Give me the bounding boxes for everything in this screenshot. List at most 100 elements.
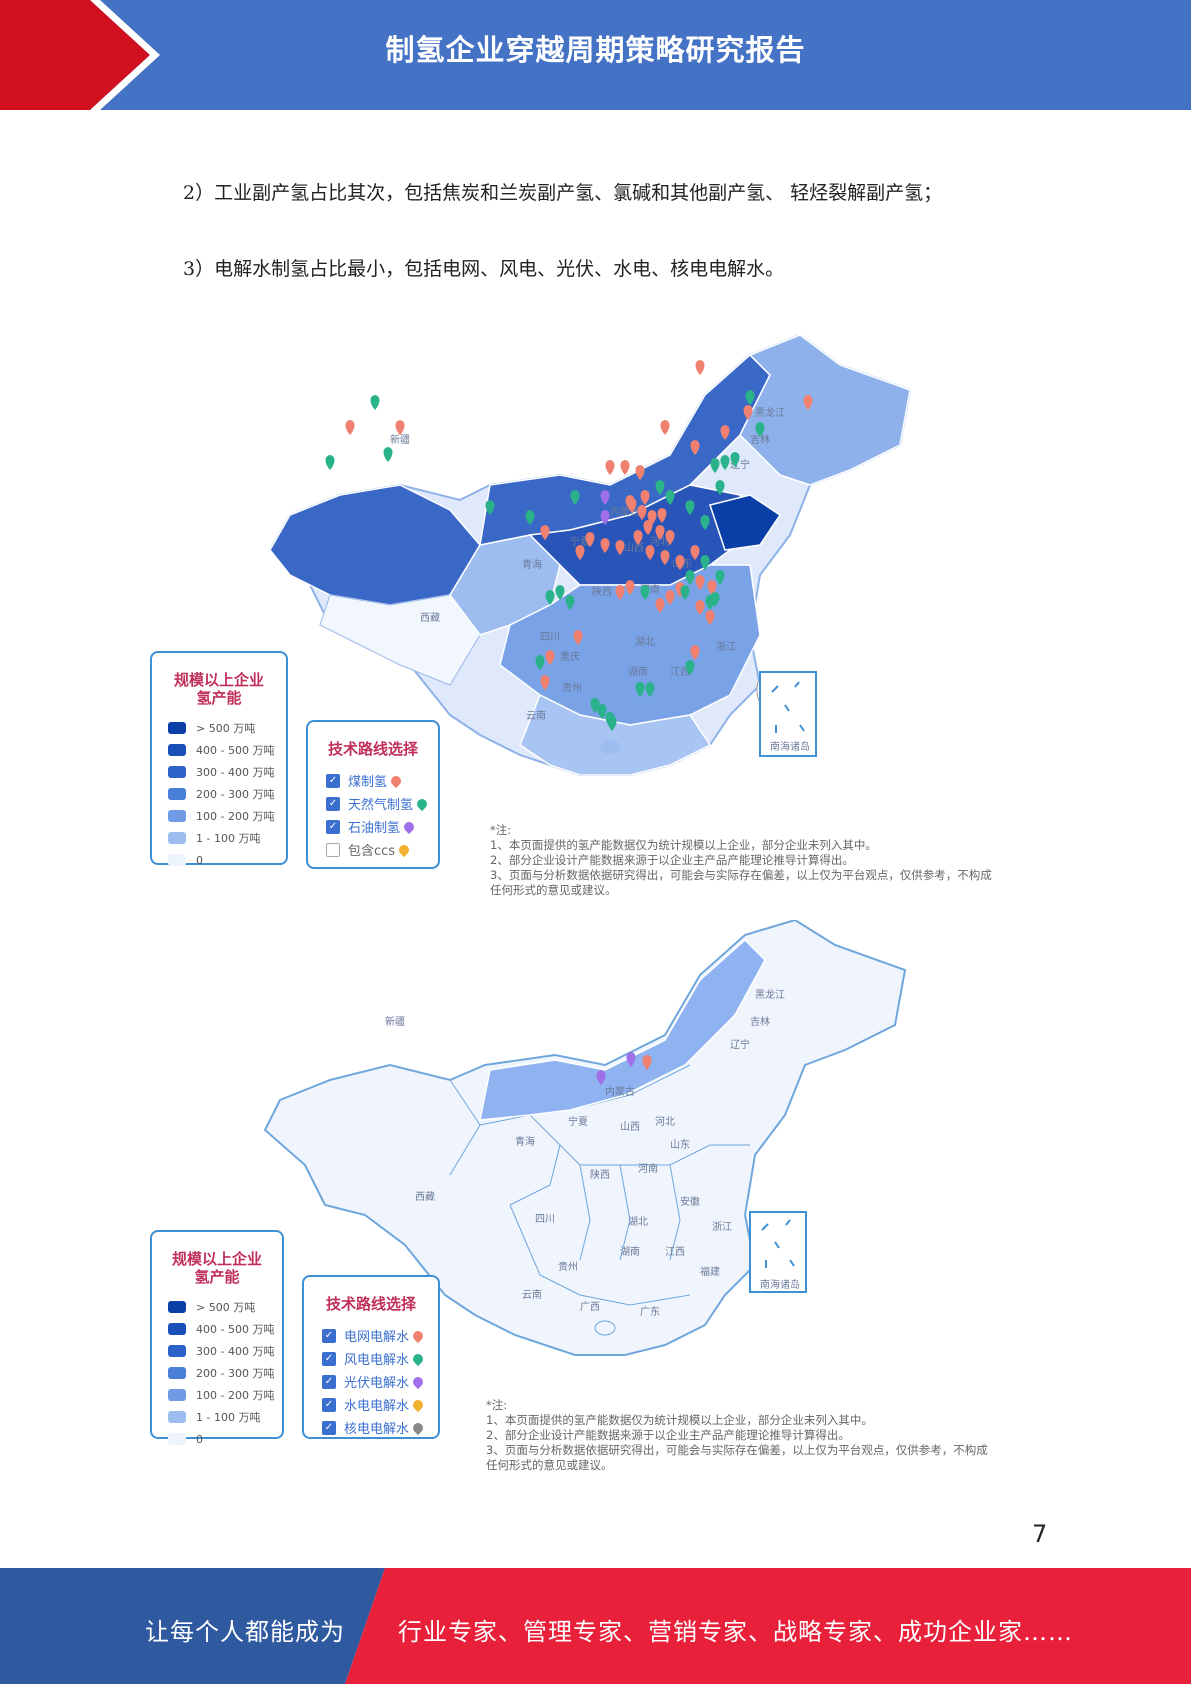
map-pin-icon	[410, 1397, 426, 1412]
checkbox-icon[interactable]: ✓	[322, 1397, 336, 1412]
map2-tech-option[interactable]: ✓ 水电电解水	[304, 1393, 438, 1416]
notes-line-4: 任何形式的意见或建议。	[486, 1458, 613, 1472]
map-marker-icon	[615, 585, 625, 600]
map-marker-icon	[680, 585, 690, 600]
map2-capacity-legend: 规模以上企业 氢产能 > 500 万吨 400 - 500 万吨 300 - 400…	[150, 1230, 284, 1446]
map-marker-icon	[626, 1052, 636, 1067]
map2-label-heilongjiang: 黑龙江	[755, 988, 785, 1001]
map-marker-icon	[695, 360, 705, 375]
map-marker-icon	[685, 500, 695, 515]
legend-swatch	[168, 854, 186, 866]
map-marker-icon	[640, 585, 650, 600]
map-marker-icon	[685, 660, 695, 675]
map-marker-icon	[665, 530, 675, 545]
legend-title-line1: 规模以上企业	[173, 671, 264, 689]
legend-swatch	[168, 1367, 186, 1379]
map-marker-icon	[545, 650, 555, 665]
map-marker-icon	[615, 540, 625, 555]
map2-tech-option[interactable]: ✓ 风电电解水	[304, 1347, 438, 1370]
legend-swatch	[168, 744, 186, 756]
notes-line-2: 2、部分企业设计产能数据来源于以企业主产品产能理论推导计算得出。	[490, 853, 854, 867]
map2-label-guangdong: 广东	[640, 1305, 660, 1318]
legend-swatch	[168, 1301, 186, 1313]
map-pin-icon	[388, 773, 404, 788]
checkbox-icon[interactable]: ✓	[326, 842, 340, 857]
map-marker-icon	[803, 395, 813, 410]
map2-label-jiangxi: 江西	[665, 1246, 685, 1258]
china-map-1: 南海诸岛 新疆 西藏 青海 宁夏 内蒙古 山西 陕西 河南 山东 河北 吉林 辽…	[268, 335, 912, 776]
map-electrolysis-hydrogen-capacity: 南海诸岛 新疆 西藏 青海 宁夏 内蒙古 山西 河北 陕西 河南 山东 辽宁 吉…	[150, 920, 1050, 1472]
map2-pins	[596, 1052, 652, 1085]
map1-pins	[325, 360, 813, 731]
map1-tech-option-label: 石油制氢	[348, 821, 401, 836]
report-title: 制氢企业穿越周期策略研究报告	[385, 33, 806, 67]
checkbox-icon[interactable]: ✓	[326, 819, 340, 834]
map1-tech-option-label: 包含ccs	[348, 844, 396, 859]
map2-label-guizhou: 贵州	[558, 1260, 578, 1273]
map-marker-icon	[540, 525, 550, 540]
map2-label-zhejiang: 浙江	[712, 1221, 732, 1233]
map2-label-qinghai: 青海	[515, 1135, 535, 1148]
legend-scale-label: 300 - 400 万吨	[196, 766, 275, 779]
legend-scale-row: 400 - 500 万吨	[152, 1318, 282, 1340]
legend-scale-row: 200 - 300 万吨	[152, 783, 286, 805]
notes-line-3: 3、页面与分析数据依据研究得出，可能会与实际存在偏差，以上仅为平台观点，仅供参考…	[486, 1443, 988, 1457]
map-marker-icon	[700, 555, 710, 570]
legend-swatch	[168, 1433, 186, 1445]
map1-label-hubei: 湖北	[635, 636, 655, 648]
map-marker-icon	[605, 460, 615, 475]
map-marker-icon	[370, 395, 380, 410]
map-marker-icon	[540, 675, 550, 690]
map2-label-shaanxi: 陕西	[590, 1168, 610, 1181]
map-marker-icon	[565, 595, 575, 610]
map-marker-icon	[570, 490, 580, 505]
checkbox-icon[interactable]: ✓	[322, 1328, 336, 1343]
map2-tech-options: ✓ 电网电解水 ✓ 风电电解水 ✓ 光伏电解水 ✓ 水电电解水 ✓ 核电电解水	[304, 1324, 438, 1439]
checkbox-icon[interactable]: ✓	[326, 773, 340, 788]
notes-heading: *注:	[490, 823, 512, 837]
legend-scale-row: 0	[152, 849, 286, 871]
checkbox-icon[interactable]: ✓	[322, 1374, 336, 1389]
map-fossil-hydrogen-capacity: 南海诸岛 新疆 西藏 青海 宁夏 内蒙古 山西 陕西 河南 山东 河北 吉林 辽…	[150, 335, 1050, 900]
map1-tech-option[interactable]: ✓ 石油制氢	[308, 815, 438, 838]
map-marker-icon	[596, 1070, 606, 1085]
map1-tech-option[interactable]: ✓ 天然气制氢	[308, 792, 438, 815]
map2-tech-option[interactable]: ✓ 光伏电解水	[304, 1370, 438, 1393]
legend-scale-label: 400 - 500 万吨	[196, 1323, 275, 1336]
map1-label-jilin: 吉林	[750, 433, 770, 446]
map-marker-icon	[625, 580, 635, 595]
map-marker-icon	[700, 515, 710, 530]
map1-tech-option[interactable]: ✓ 包含ccs	[308, 838, 438, 861]
map-marker-icon	[545, 590, 555, 605]
map1-tech-options: ✓ 煤制氢 ✓ 天然气制氢 ✓ 石油制氢 ✓ 包含ccs	[308, 769, 438, 861]
map1-tech-title: 技术路线选择	[327, 740, 418, 758]
map-marker-icon	[597, 704, 607, 719]
map-marker-icon	[607, 716, 617, 731]
map-marker-icon	[633, 530, 643, 545]
map-marker-icon	[573, 630, 583, 645]
map2-label-neimenggu: 内蒙古	[605, 1085, 635, 1098]
map-marker-icon	[675, 555, 685, 570]
map1-scale-rows: > 500 万吨 400 - 500 万吨 300 - 400 万吨 200 - 30…	[152, 717, 286, 871]
checkbox-icon[interactable]: ✓	[326, 796, 340, 811]
map2-tech-legend: 技术路线选择 ✓ 电网电解水 ✓ 风电电解水 ✓ 光伏电解水 ✓ 水电电解水 ✓ 核电电解水	[302, 1275, 440, 1439]
map1-label-hunan: 湖南	[628, 665, 648, 678]
checkbox-icon[interactable]: ✓	[322, 1420, 336, 1435]
map1-label-yunnan: 云南	[526, 709, 546, 722]
map1-label-heilongjiang: 黑龙江	[755, 406, 785, 419]
map1-label-xinjiang: 新疆	[390, 433, 410, 446]
notes-line-3: 3、页面与分析数据依据研究得出，可能会与实际存在偏差，以上仅为平台观点，仅供参考…	[490, 868, 992, 882]
map-marker-icon	[627, 498, 637, 513]
map2-label-hebei: 河北	[655, 1116, 675, 1128]
map2-label-liaoning: 辽宁	[730, 1038, 750, 1051]
legend-scale-label: 400 - 500 万吨	[196, 744, 275, 757]
map1-tech-option[interactable]: ✓ 煤制氢	[308, 769, 438, 792]
map2-tech-option[interactable]: ✓ 电网电解水	[304, 1324, 438, 1347]
map2-label-yunnan: 云南	[522, 1288, 542, 1301]
checkbox-icon[interactable]: ✓	[322, 1351, 336, 1366]
map1-label-zhejiang: 浙江	[716, 641, 736, 653]
map2-tech-option[interactable]: ✓ 核电电解水	[304, 1416, 438, 1439]
legend-title-line1: 规模以上企业	[171, 1250, 262, 1268]
map-marker-icon	[525, 510, 535, 525]
header-chevron-icon	[0, 0, 160, 110]
